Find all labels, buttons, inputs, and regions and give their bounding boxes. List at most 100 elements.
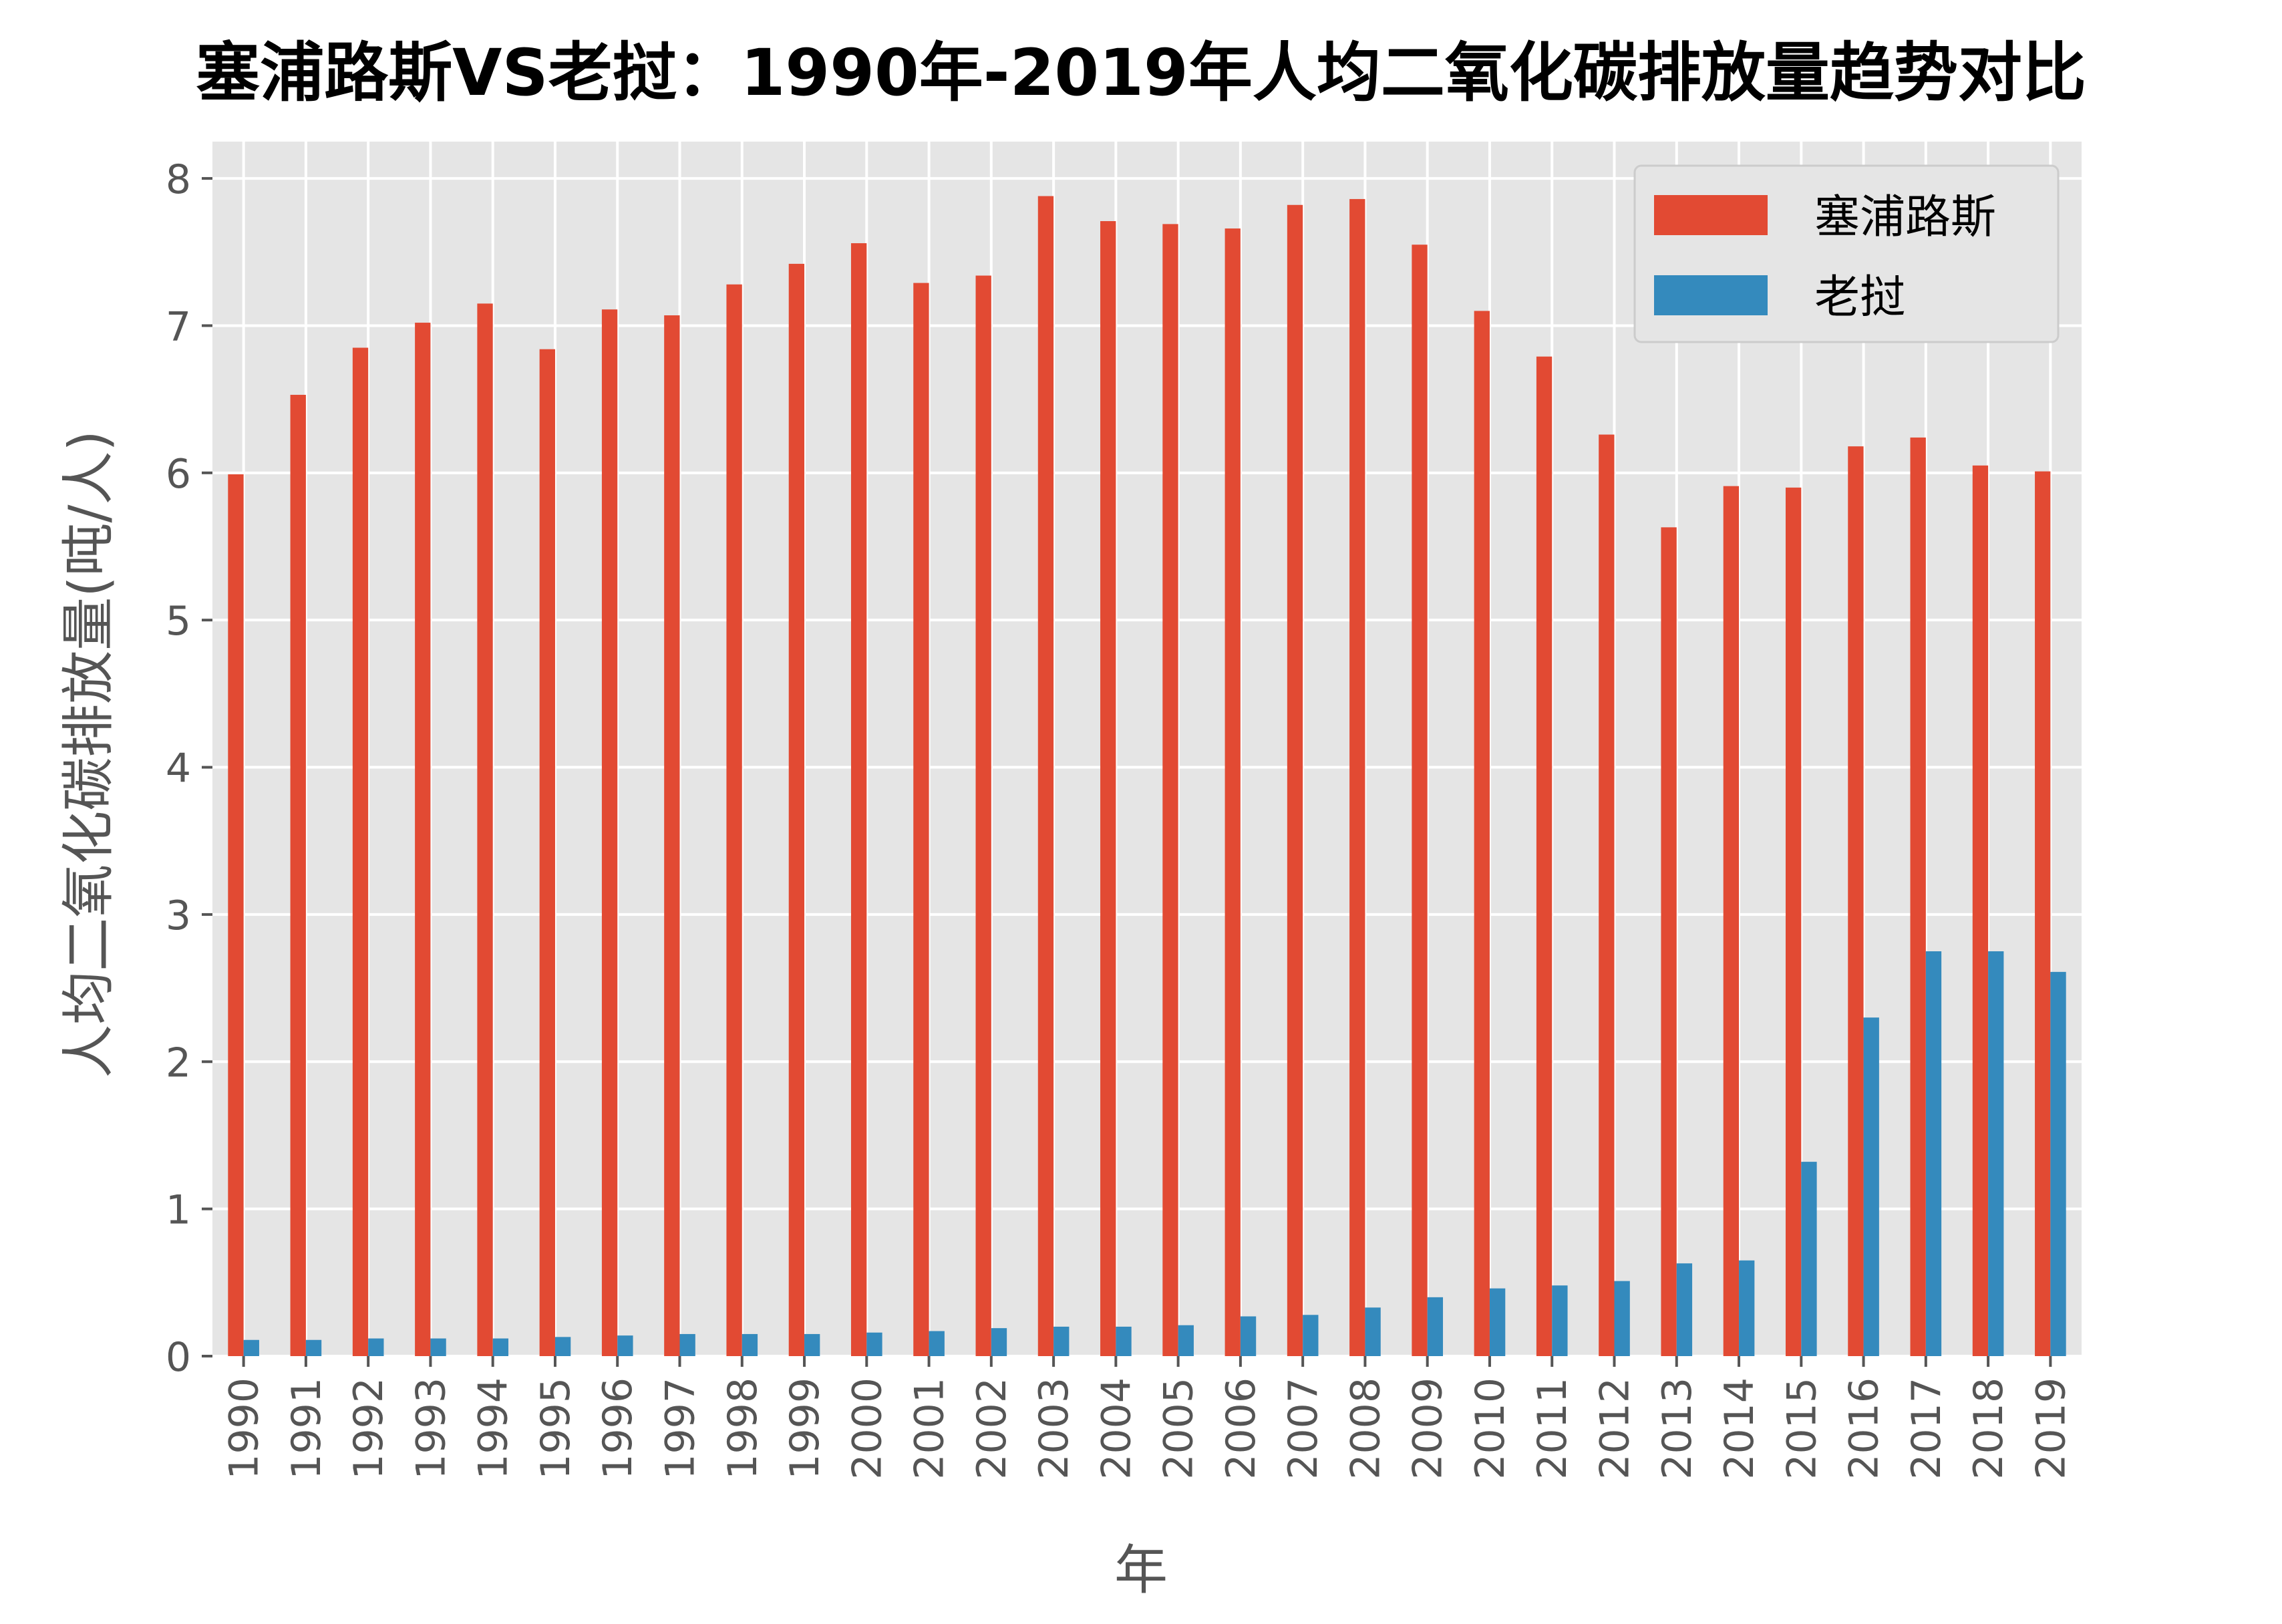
x-tick-label: 2014 <box>1716 1377 1763 1480</box>
x-tick-label: 2019 <box>2027 1377 2074 1480</box>
bar-cyprus-2006 <box>1225 228 1241 1357</box>
y-tick-label: 0 <box>166 1334 191 1381</box>
legend-swatch-cyprus <box>1654 195 1768 235</box>
x-tick-label: 2001 <box>907 1377 953 1480</box>
y-tick-label: 4 <box>166 746 191 792</box>
bar-cyprus-1998 <box>726 284 742 1357</box>
bar-cyprus-2018 <box>1972 465 1989 1356</box>
bar-laos-2019 <box>2050 971 2066 1356</box>
bar-cyprus-1997 <box>664 315 680 1357</box>
x-tick-label: 2003 <box>1031 1377 1078 1480</box>
bar-laos-2004 <box>1116 1326 1132 1356</box>
x-axis: 1990 1991 1992 1993 1994 1995 1996 1997 1998 1999… <box>221 1356 2074 1480</box>
bar-laos-2014 <box>1739 1260 1755 1356</box>
bar-cyprus-2000 <box>850 243 867 1356</box>
bar-laos-1997 <box>679 1333 695 1356</box>
legend-label-laos: 老挝 <box>1814 271 1905 324</box>
x-tick-label: 2016 <box>1841 1377 1888 1480</box>
x-tick-label: 2006 <box>1218 1377 1265 1480</box>
legend-swatch-laos <box>1654 275 1768 315</box>
chart-title: 塞浦路斯VS老挝：1990年-2019年人均二氧化碳排放量趋势对比 <box>196 35 2086 110</box>
bar-laos-2016 <box>1863 1017 1879 1356</box>
bar-laos-2018 <box>1988 951 2004 1356</box>
x-tick-label: 2017 <box>1903 1377 1950 1480</box>
y-axis: 0 1 2 3 4 5 6 7 8 <box>166 156 212 1381</box>
bar-cyprus-2010 <box>1474 311 1490 1356</box>
x-tick-label: 1990 <box>221 1377 268 1480</box>
x-tick-label: 1997 <box>657 1377 704 1480</box>
x-tick-label: 2013 <box>1654 1377 1701 1480</box>
bar-laos-2011 <box>1552 1285 1568 1356</box>
x-tick-label: 1991 <box>283 1377 330 1480</box>
bar-cyprus-2016 <box>1848 446 1864 1356</box>
bar-laos-2010 <box>1489 1288 1506 1356</box>
bar-cyprus-2012 <box>1599 434 1615 1356</box>
y-tick-label: 7 <box>166 303 191 350</box>
y-axis-label: 人均二氧化碳排放量(吨/人) <box>57 430 120 1078</box>
x-tick-label: 2007 <box>1280 1377 1327 1480</box>
legend: 塞浦路斯 老挝 <box>1633 164 2060 343</box>
bar-laos-1996 <box>617 1335 633 1356</box>
bar-cyprus-1995 <box>539 349 555 1357</box>
bar-cyprus-2001 <box>913 283 929 1357</box>
bar-cyprus-1990 <box>228 474 244 1357</box>
x-tick-label: 2004 <box>1093 1377 1140 1480</box>
legend-label-cyprus: 塞浦路斯 <box>1814 191 1996 244</box>
bar-cyprus-2011 <box>1536 356 1553 1356</box>
bars <box>228 196 2066 1357</box>
bar-laos-2000 <box>866 1332 882 1356</box>
bar-laos-1991 <box>305 1339 322 1356</box>
x-tick-label: 1999 <box>782 1377 828 1480</box>
x-tick-label: 2009 <box>1405 1377 1452 1480</box>
x-axis-label: 年 <box>1114 1539 1168 1601</box>
bar-cyprus-2005 <box>1162 224 1178 1357</box>
bar-laos-1993 <box>430 1338 446 1356</box>
x-tick-label: 2010 <box>1467 1377 1514 1480</box>
x-tick-label: 2012 <box>1592 1377 1639 1480</box>
bar-cyprus-2003 <box>1037 196 1054 1356</box>
bar-cyprus-2009 <box>1412 245 1428 1357</box>
bar-laos-2005 <box>1178 1325 1194 1356</box>
x-tick-label: 1998 <box>719 1377 766 1480</box>
bar-cyprus-2002 <box>975 275 991 1357</box>
y-tick-label: 8 <box>166 156 191 203</box>
bar-laos-2015 <box>1801 1162 1817 1356</box>
plot-background <box>212 142 2082 1356</box>
x-tick-label: 1992 <box>345 1377 392 1480</box>
bar-laos-2008 <box>1365 1307 1381 1356</box>
bar-cyprus-1996 <box>601 309 618 1356</box>
x-tick-label: 2000 <box>844 1377 890 1480</box>
bar-cyprus-2013 <box>1661 527 1677 1356</box>
x-tick-label: 2018 <box>1965 1377 2012 1480</box>
x-tick-label: 2011 <box>1529 1377 1576 1480</box>
bar-laos-1994 <box>492 1338 509 1356</box>
bar-laos-2017 <box>1925 951 1942 1356</box>
x-tick-label: 1996 <box>595 1377 641 1480</box>
bar-laos-1998 <box>742 1333 758 1356</box>
bar-cyprus-1992 <box>352 347 369 1357</box>
x-tick-label: 1994 <box>470 1377 517 1480</box>
y-tick-label: 2 <box>166 1039 191 1086</box>
y-tick-label: 6 <box>166 451 191 498</box>
bar-cyprus-2007 <box>1287 204 1303 1357</box>
bar-laos-2002 <box>991 1328 1007 1356</box>
bar-cyprus-1991 <box>290 395 306 1357</box>
bar-cyprus-2019 <box>2035 471 2051 1357</box>
bar-cyprus-1999 <box>788 263 805 1356</box>
bar-laos-2003 <box>1053 1326 1070 1356</box>
bar-laos-1995 <box>554 1337 571 1356</box>
bar-laos-1990 <box>243 1339 259 1356</box>
bar-laos-2007 <box>1303 1315 1319 1356</box>
bar-cyprus-2017 <box>1910 437 1926 1356</box>
y-tick-label: 3 <box>166 892 191 939</box>
x-tick-label: 1993 <box>408 1377 454 1480</box>
bar-cyprus-2004 <box>1100 220 1116 1357</box>
bar-laos-2012 <box>1614 1281 1630 1356</box>
bar-laos-2001 <box>929 1331 945 1356</box>
bar-cyprus-2014 <box>1723 486 1740 1356</box>
bar-laos-2009 <box>1427 1297 1444 1356</box>
y-tick-label: 5 <box>166 598 191 645</box>
y-tick-label: 1 <box>166 1187 191 1234</box>
